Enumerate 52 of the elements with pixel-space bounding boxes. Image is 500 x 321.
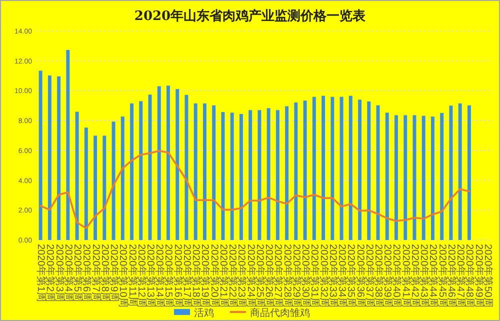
bar xyxy=(139,101,143,240)
bar xyxy=(440,112,444,240)
bar xyxy=(449,106,453,240)
bar xyxy=(130,103,134,240)
legend-label: 商品代肉雏鸡 xyxy=(250,307,310,319)
bar xyxy=(322,96,326,240)
x-tick-label: 2020年第9周 xyxy=(108,244,120,302)
bar xyxy=(75,112,79,240)
bar xyxy=(202,103,206,240)
bar xyxy=(258,110,262,240)
bar xyxy=(120,116,124,240)
bar xyxy=(467,105,471,240)
bar xyxy=(176,89,180,240)
bar xyxy=(38,70,42,240)
bar xyxy=(212,105,216,240)
bar xyxy=(404,115,408,240)
bar xyxy=(157,86,161,240)
x-tick-label: 2020年第13周 xyxy=(144,244,156,308)
bar xyxy=(385,112,389,240)
bar xyxy=(84,128,88,240)
bar xyxy=(166,86,170,240)
bar xyxy=(294,102,298,240)
bar xyxy=(57,76,61,240)
bar xyxy=(102,136,106,240)
bar xyxy=(94,136,98,240)
bar xyxy=(312,96,316,240)
bar xyxy=(412,115,416,240)
bar xyxy=(285,106,289,240)
bar xyxy=(358,100,362,240)
bar xyxy=(422,116,426,240)
bar xyxy=(367,101,371,240)
bar xyxy=(348,96,352,240)
bar xyxy=(303,100,307,240)
bar xyxy=(184,94,188,240)
bar xyxy=(276,110,280,240)
x-tick-label: 2020年第38周 xyxy=(372,244,384,308)
bar xyxy=(266,108,270,240)
bar xyxy=(340,96,344,240)
legend-label: 活鸡 xyxy=(194,307,214,319)
bar xyxy=(112,122,116,240)
bar xyxy=(66,50,70,240)
bar xyxy=(330,96,334,240)
bar xyxy=(248,110,252,240)
bar xyxy=(194,103,198,240)
bar xyxy=(230,112,234,240)
bar xyxy=(48,75,52,240)
bar xyxy=(430,116,434,240)
title: 2020年山东省肉鸡产业监测价格一览表 xyxy=(134,9,366,24)
bar xyxy=(221,112,225,240)
bar xyxy=(239,114,243,240)
bar xyxy=(394,115,398,240)
bar xyxy=(458,103,462,240)
